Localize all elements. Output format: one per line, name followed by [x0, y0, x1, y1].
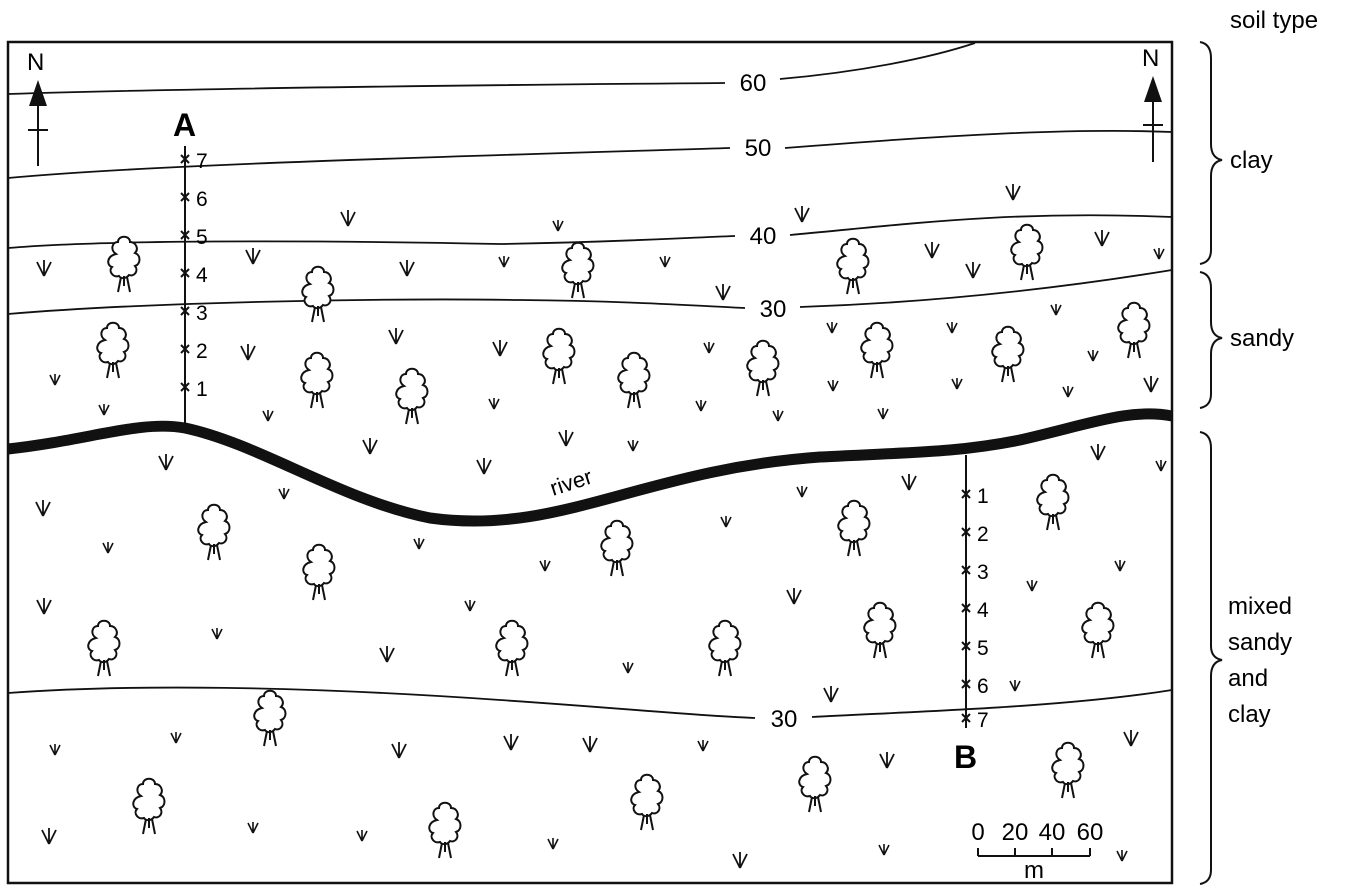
contour-label-30-south: 30 [771, 706, 798, 733]
transect-a-markers [180, 154, 190, 392]
transect-b-label[interactable]: B [954, 739, 977, 775]
transect-a-point-1[interactable]: 1 [196, 378, 208, 401]
contour-line-40 [7, 214, 1173, 249]
contour-line-30-south [7, 686, 1173, 719]
brace-sandy [1199, 271, 1223, 409]
transect-b-point-7[interactable]: 7 [977, 709, 989, 732]
soil-label-clay: clay [1230, 147, 1273, 174]
north-label-right: N [1142, 45, 1159, 72]
north-arrow-right [1143, 76, 1163, 162]
map-frame [6, 40, 1174, 885]
soil-type-title: soil type [1230, 7, 1318, 34]
contour-label-60: 60 [740, 70, 767, 97]
contour-line-30-north [7, 269, 1173, 315]
soil-label-mixed-line-2: sandy [1228, 629, 1292, 656]
soil-label-sandy: sandy [1230, 325, 1294, 352]
transect-a-label[interactable]: A [173, 107, 196, 143]
transect-a-point-5[interactable]: 5 [196, 226, 208, 249]
transect-b-point-2[interactable]: 2 [977, 523, 989, 546]
transect-a-point-3[interactable]: 3 [196, 302, 208, 325]
brace-mixed [1199, 431, 1223, 885]
north-label-left: N [27, 49, 44, 76]
scale-bar [977, 848, 1091, 857]
river-label: river [547, 464, 595, 501]
transect-a-point-4[interactable]: 4 [196, 264, 208, 287]
contour-label-50: 50 [745, 135, 772, 162]
north-arrow-left [28, 80, 48, 166]
transect-a-points: 7 6 5 4 3 2 1 [196, 150, 208, 401]
soil-label-mixed-line-4: clay [1228, 701, 1271, 728]
transect-b-point-1[interactable]: 1 [977, 485, 989, 508]
scale-tick-20: 20 [1002, 819, 1029, 846]
scale-unit: m [1024, 857, 1044, 884]
transect-b-points: 1 2 3 4 5 6 7 [977, 485, 989, 732]
scale-tick-40: 40 [1039, 819, 1066, 846]
transect-b-point-6[interactable]: 6 [977, 675, 989, 698]
transect-b-point-5[interactable]: 5 [977, 637, 989, 660]
contour-label-40: 40 [750, 223, 777, 250]
transect-a-point-6[interactable]: 6 [196, 188, 208, 211]
scale-tick-60: 60 [1077, 819, 1104, 846]
transect-b-point-4[interactable]: 4 [977, 599, 989, 622]
scale-tick-0: 0 [971, 819, 984, 846]
brace-clay [1199, 41, 1223, 265]
river[interactable] [7, 408, 1174, 527]
contour-line-60 [7, 42, 976, 95]
soil-label-mixed-line-1: mixed [1228, 593, 1292, 620]
contour-label-30-north: 30 [760, 296, 787, 323]
contour-line-50 [7, 129, 1173, 179]
transect-a-point-7[interactable]: 7 [196, 150, 208, 173]
transect-b-point-3[interactable]: 3 [977, 561, 989, 584]
transect-b-markers [961, 489, 971, 723]
transect-a-point-2[interactable]: 2 [196, 340, 208, 363]
trees [87, 223, 1151, 859]
soil-label-mixed-line-3: and [1228, 665, 1268, 692]
